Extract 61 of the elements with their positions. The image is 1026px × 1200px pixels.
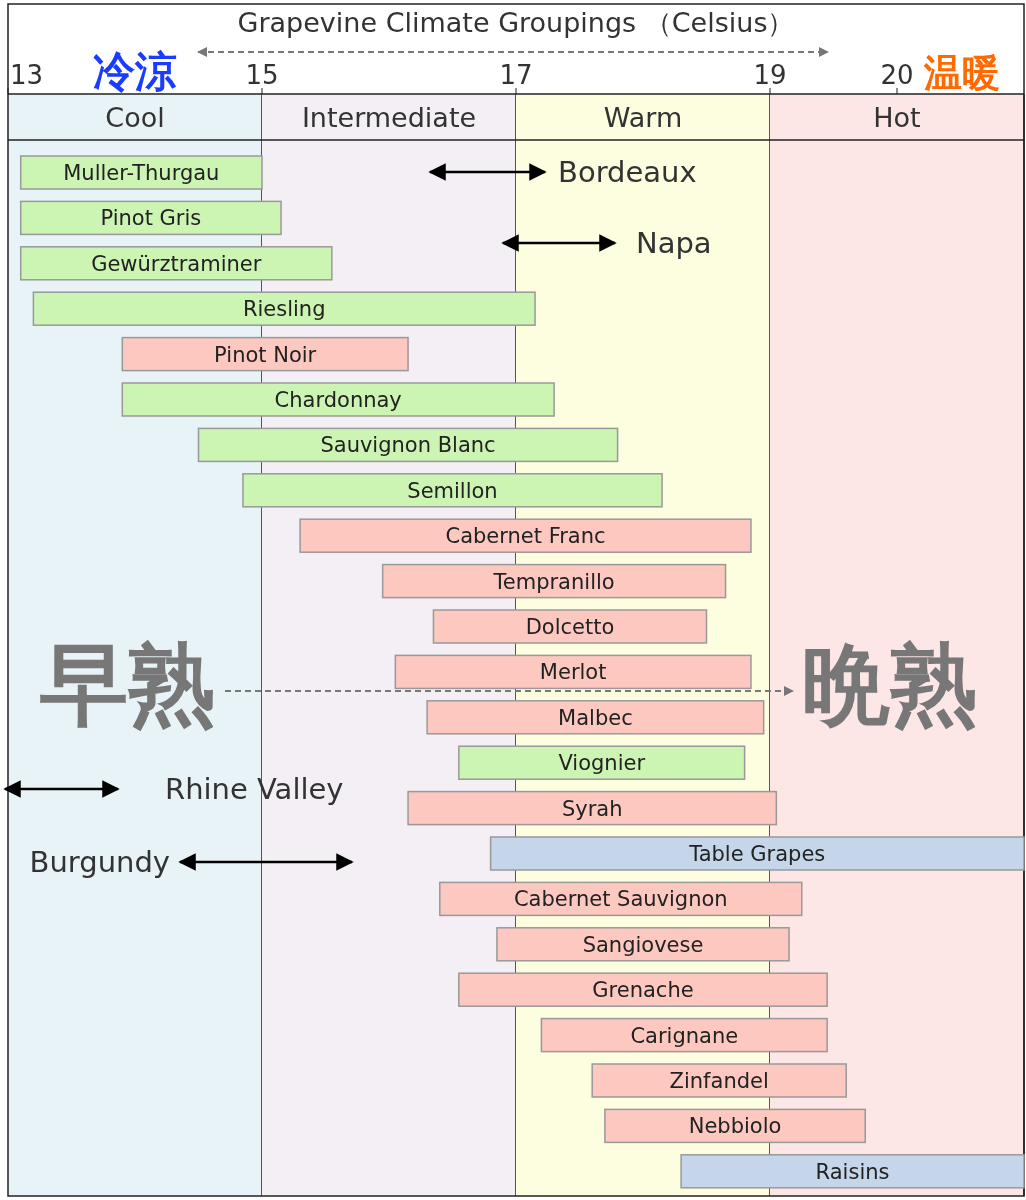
bar — [381, 563, 727, 599]
annotation: Napa — [636, 226, 712, 260]
y-tick-label: Tempranillo — [492, 569, 615, 594]
bar — [299, 518, 752, 553]
x-tick-label: 19 — [753, 60, 787, 90]
y-tick-label: Pinot Noir — [214, 342, 317, 367]
text: 温暖 — [923, 51, 1000, 95]
x-tick-label: 20 — [880, 60, 914, 90]
bar — [458, 745, 746, 780]
bar — [680, 1154, 1025, 1189]
bar — [197, 427, 619, 463]
y-tick-label: Chardonnay — [274, 388, 402, 412]
y-tick-label: Syrah — [561, 796, 623, 821]
x-tick-label: 13 — [10, 60, 44, 90]
bar — [458, 972, 828, 1007]
bar — [32, 291, 536, 326]
y-tick-label: Semillon — [407, 478, 498, 503]
annotation: 晩熟 — [802, 633, 978, 736]
y-tick-label: Pinot Gris — [100, 206, 202, 231]
bar — [242, 473, 663, 508]
bar — [489, 836, 1025, 871]
bar — [121, 336, 409, 372]
chart-title: Grapevine Climate Groupings （Celsius） — [237, 7, 795, 38]
bar — [19, 246, 333, 281]
bar — [432, 609, 708, 644]
y-tick-label: Malbec — [558, 705, 633, 730]
y-tick-label: Raisins — [815, 1159, 890, 1184]
y-tick-label: Table Grapes — [688, 842, 826, 866]
bar — [496, 927, 790, 962]
y-tick-label: Sangiovese — [582, 932, 704, 957]
y-tick-label: Sauvignon Blanc — [320, 433, 496, 458]
y-tick-label: Grenache — [592, 978, 694, 1003]
bar — [121, 382, 555, 417]
band-label: Warm — [603, 102, 683, 133]
x-tick-label: 17 — [499, 60, 533, 90]
text: 冷涼 — [93, 47, 177, 96]
y-tick-label: Gewürztraminer — [91, 251, 262, 276]
y-tick-label: Carignane — [630, 1023, 739, 1048]
bar — [604, 1108, 866, 1144]
y-tick-label: Cabernet Sauvignon — [513, 887, 728, 912]
band-label: Intermediate — [301, 102, 477, 133]
y-tick-label: Dolcetto — [525, 615, 615, 639]
bar — [394, 654, 752, 690]
bar — [19, 200, 282, 236]
bar — [407, 790, 778, 826]
band-label: Cool — [105, 102, 165, 133]
y-tick-label: Merlot — [539, 660, 607, 685]
bar — [540, 1017, 828, 1053]
y-tick-label: Riesling — [242, 297, 326, 322]
band-label: Hot — [873, 102, 921, 133]
y-tick-label: Zinfandel — [669, 1069, 769, 1093]
bar — [426, 700, 765, 735]
annotation: Burgundy — [29, 845, 170, 879]
x-tick-label: 15 — [245, 60, 279, 90]
bar — [591, 1063, 847, 1098]
annotation: Bordeaux — [558, 155, 697, 189]
annotation: 早熟 — [39, 633, 216, 736]
y-tick-label: Cabernet Franc — [445, 524, 606, 549]
y-tick-label: Nebbiolo — [688, 1114, 782, 1139]
y-tick-label: Viognier — [558, 751, 646, 776]
y-tick-label: Muller-Thurgau — [63, 161, 220, 185]
